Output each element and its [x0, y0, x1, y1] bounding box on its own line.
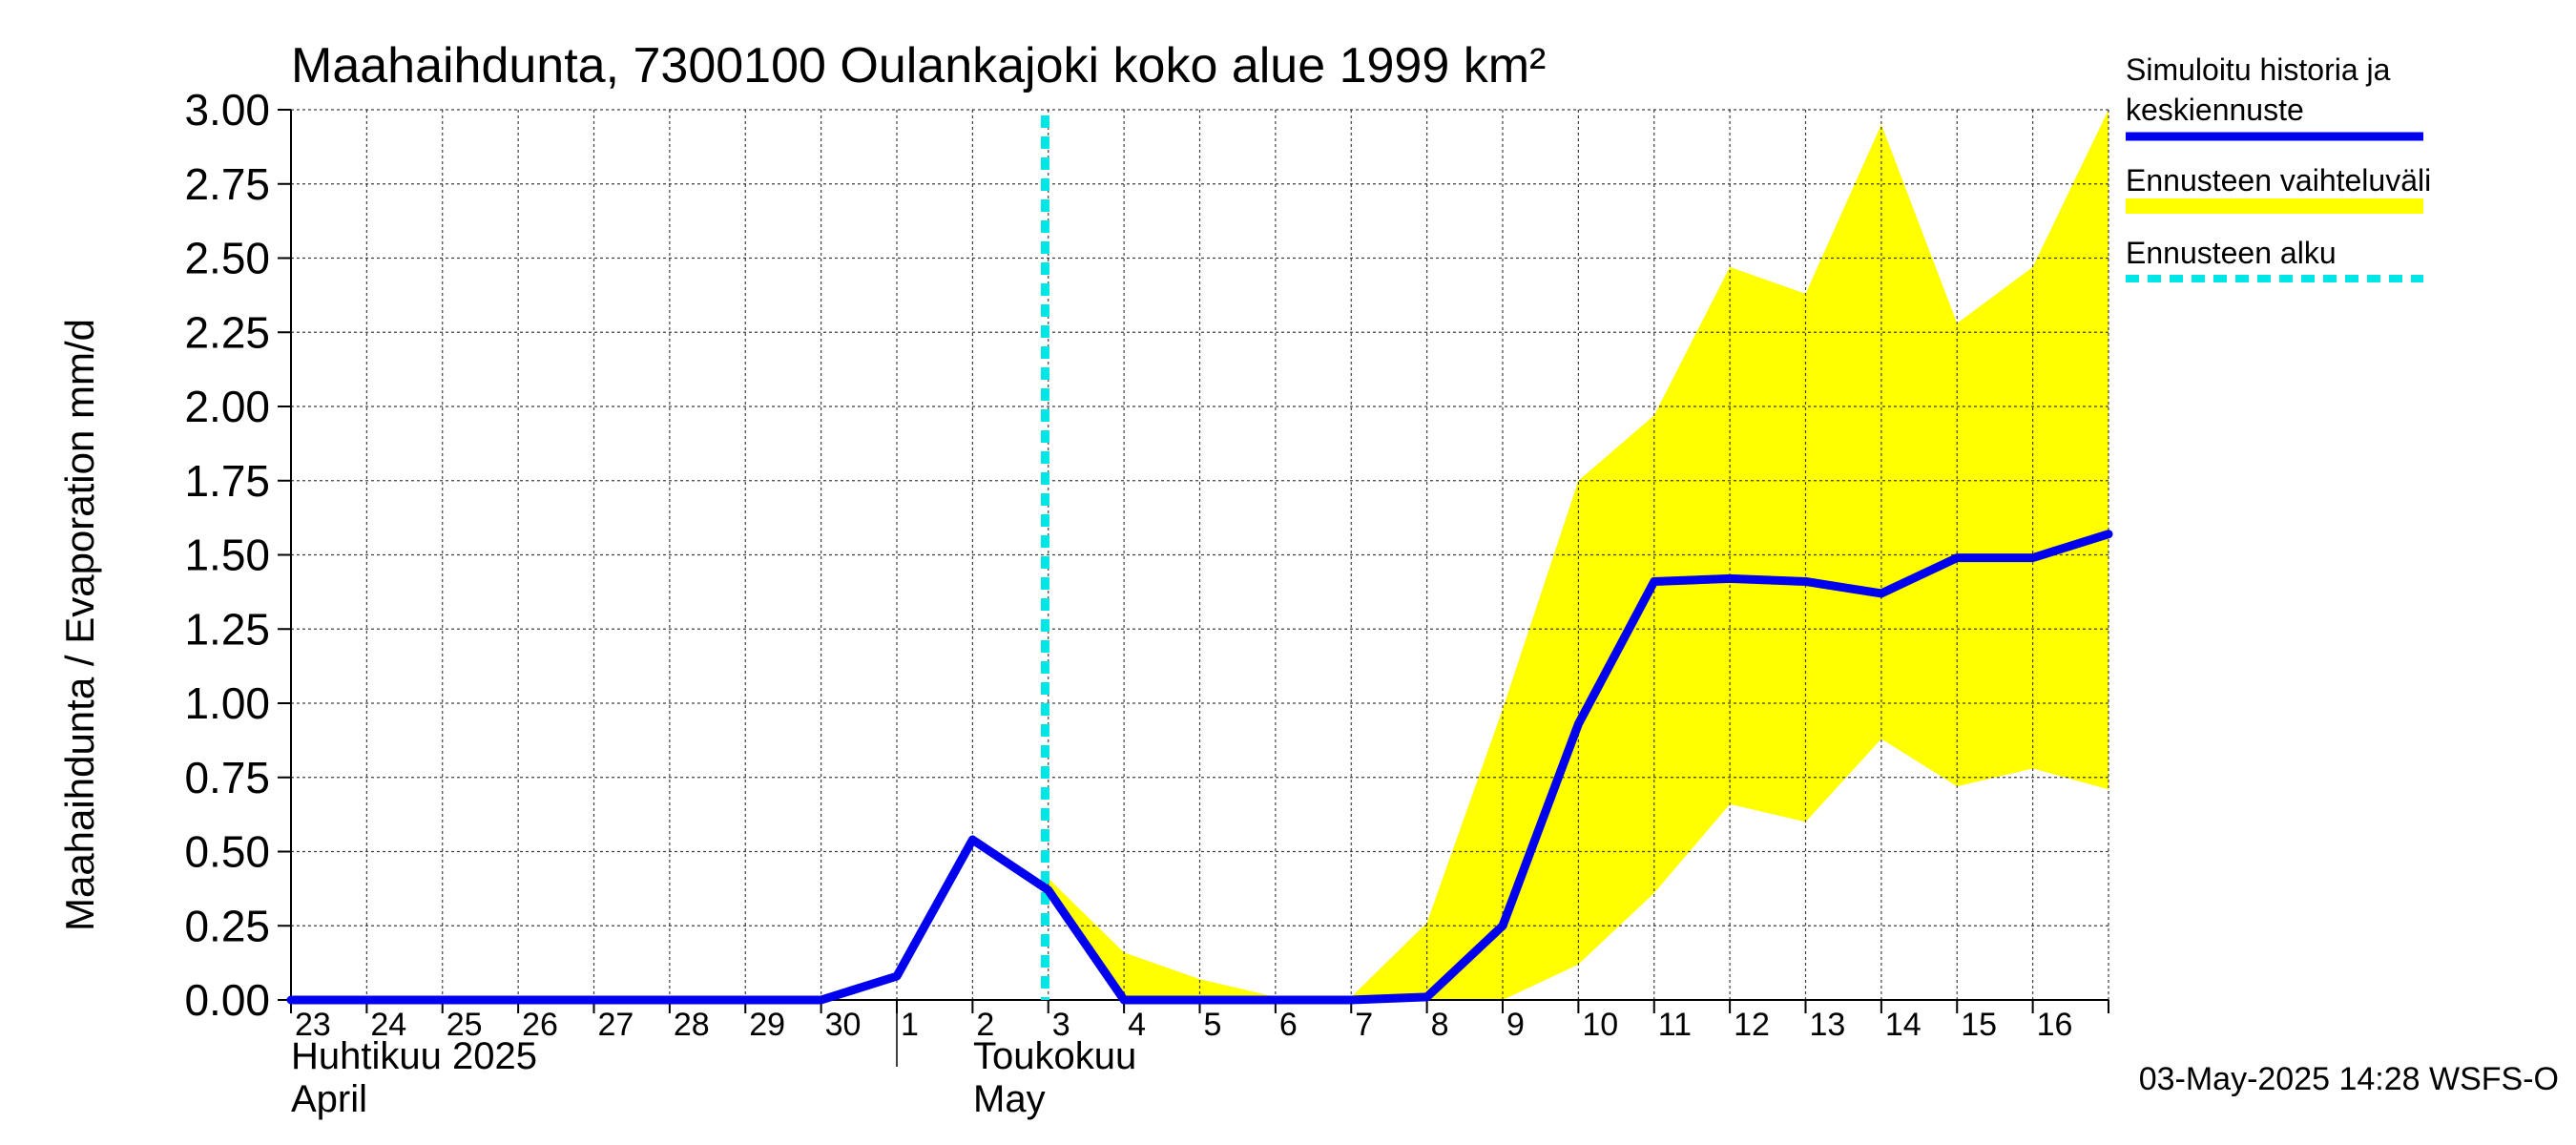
- y-tick-label: 2.50: [184, 234, 270, 283]
- y-tick-label: 0.75: [184, 753, 270, 802]
- x-tick-label: 16: [2037, 1007, 2073, 1043]
- x-tick-label: 26: [522, 1007, 558, 1043]
- x-tick-label: 14: [1885, 1007, 1922, 1043]
- legend: Simuloitu historia ja keskiennuste Ennuste…: [2126, 52, 2431, 282]
- legend-label-range: Ennusteen vaihteluväli: [2126, 163, 2431, 198]
- y-tick-label: 2.00: [184, 382, 270, 431]
- y-tick-label: 0.25: [184, 901, 270, 950]
- series-line-simulated: [286, 530, 2113, 1005]
- y-axis-label: Maahaihdunta / Evaporation mm/d: [57, 319, 102, 931]
- x-tick-label: 3: [1052, 1007, 1070, 1043]
- y-tick-label: 2.75: [184, 159, 270, 209]
- x-tick-label: 23: [295, 1007, 331, 1043]
- x-tick-label: 8: [1431, 1007, 1449, 1043]
- month-label-en: May: [973, 1078, 1046, 1120]
- x-tick-label: 13: [1810, 1007, 1846, 1043]
- y-tick-label: 0.50: [184, 827, 270, 877]
- plot-area: 0.00 0.25 0.50 0.75 1.00 1.25 1.50 1.75 2.00 2.25…: [184, 85, 2113, 1120]
- timestamp-footer: 03-May-2025 14:28 WSFS-O: [2139, 1061, 2559, 1097]
- legend-label-simulated: Simuloitu historia ja keskiennuste: [2126, 52, 2391, 127]
- y-tick-label: 0.00: [184, 975, 270, 1025]
- x-tick-label: 11: [1658, 1007, 1692, 1043]
- chart-title: Maahaihdunta, 7300100 Oulankajoki koko a…: [291, 38, 1546, 94]
- y-tick-label: 3.00: [184, 85, 270, 135]
- x-tick-label: 15: [1961, 1007, 1997, 1043]
- x-tick-label: 12: [1734, 1007, 1770, 1043]
- y-tick-label: 1.25: [184, 604, 270, 654]
- y-tick-label: 2.25: [184, 307, 270, 357]
- x-tick-label: 29: [749, 1007, 785, 1043]
- x-tick-label: 30: [825, 1007, 862, 1043]
- y-tick-label: 1.50: [184, 531, 270, 580]
- x-tick-label: 7: [1355, 1007, 1373, 1043]
- x-tick-label: 28: [674, 1007, 710, 1043]
- x-tick-label: 9: [1506, 1007, 1525, 1043]
- x-tick-label: 27: [598, 1007, 634, 1043]
- legend-label-forecast-start: Ennusteen alku: [2126, 236, 2337, 270]
- x-tick-label: 2: [976, 1007, 994, 1043]
- y-tick-label: 1.75: [184, 456, 270, 506]
- x-tick-label: 6: [1279, 1007, 1298, 1043]
- x-tick-label: 25: [447, 1007, 483, 1043]
- x-tick-label: 10: [1582, 1007, 1618, 1043]
- x-tick-label: 4: [1128, 1007, 1146, 1043]
- month-label-fi: Huhtikuu 2025: [291, 1035, 537, 1077]
- y-tick-label: 1.00: [184, 678, 270, 728]
- x-tick-label: 1: [901, 1007, 919, 1043]
- x-tick-label: 24: [370, 1007, 406, 1043]
- month-label-en: April: [291, 1078, 367, 1120]
- x-tick-label: 5: [1204, 1007, 1222, 1043]
- month-label-fi: Toukokuu: [973, 1035, 1136, 1077]
